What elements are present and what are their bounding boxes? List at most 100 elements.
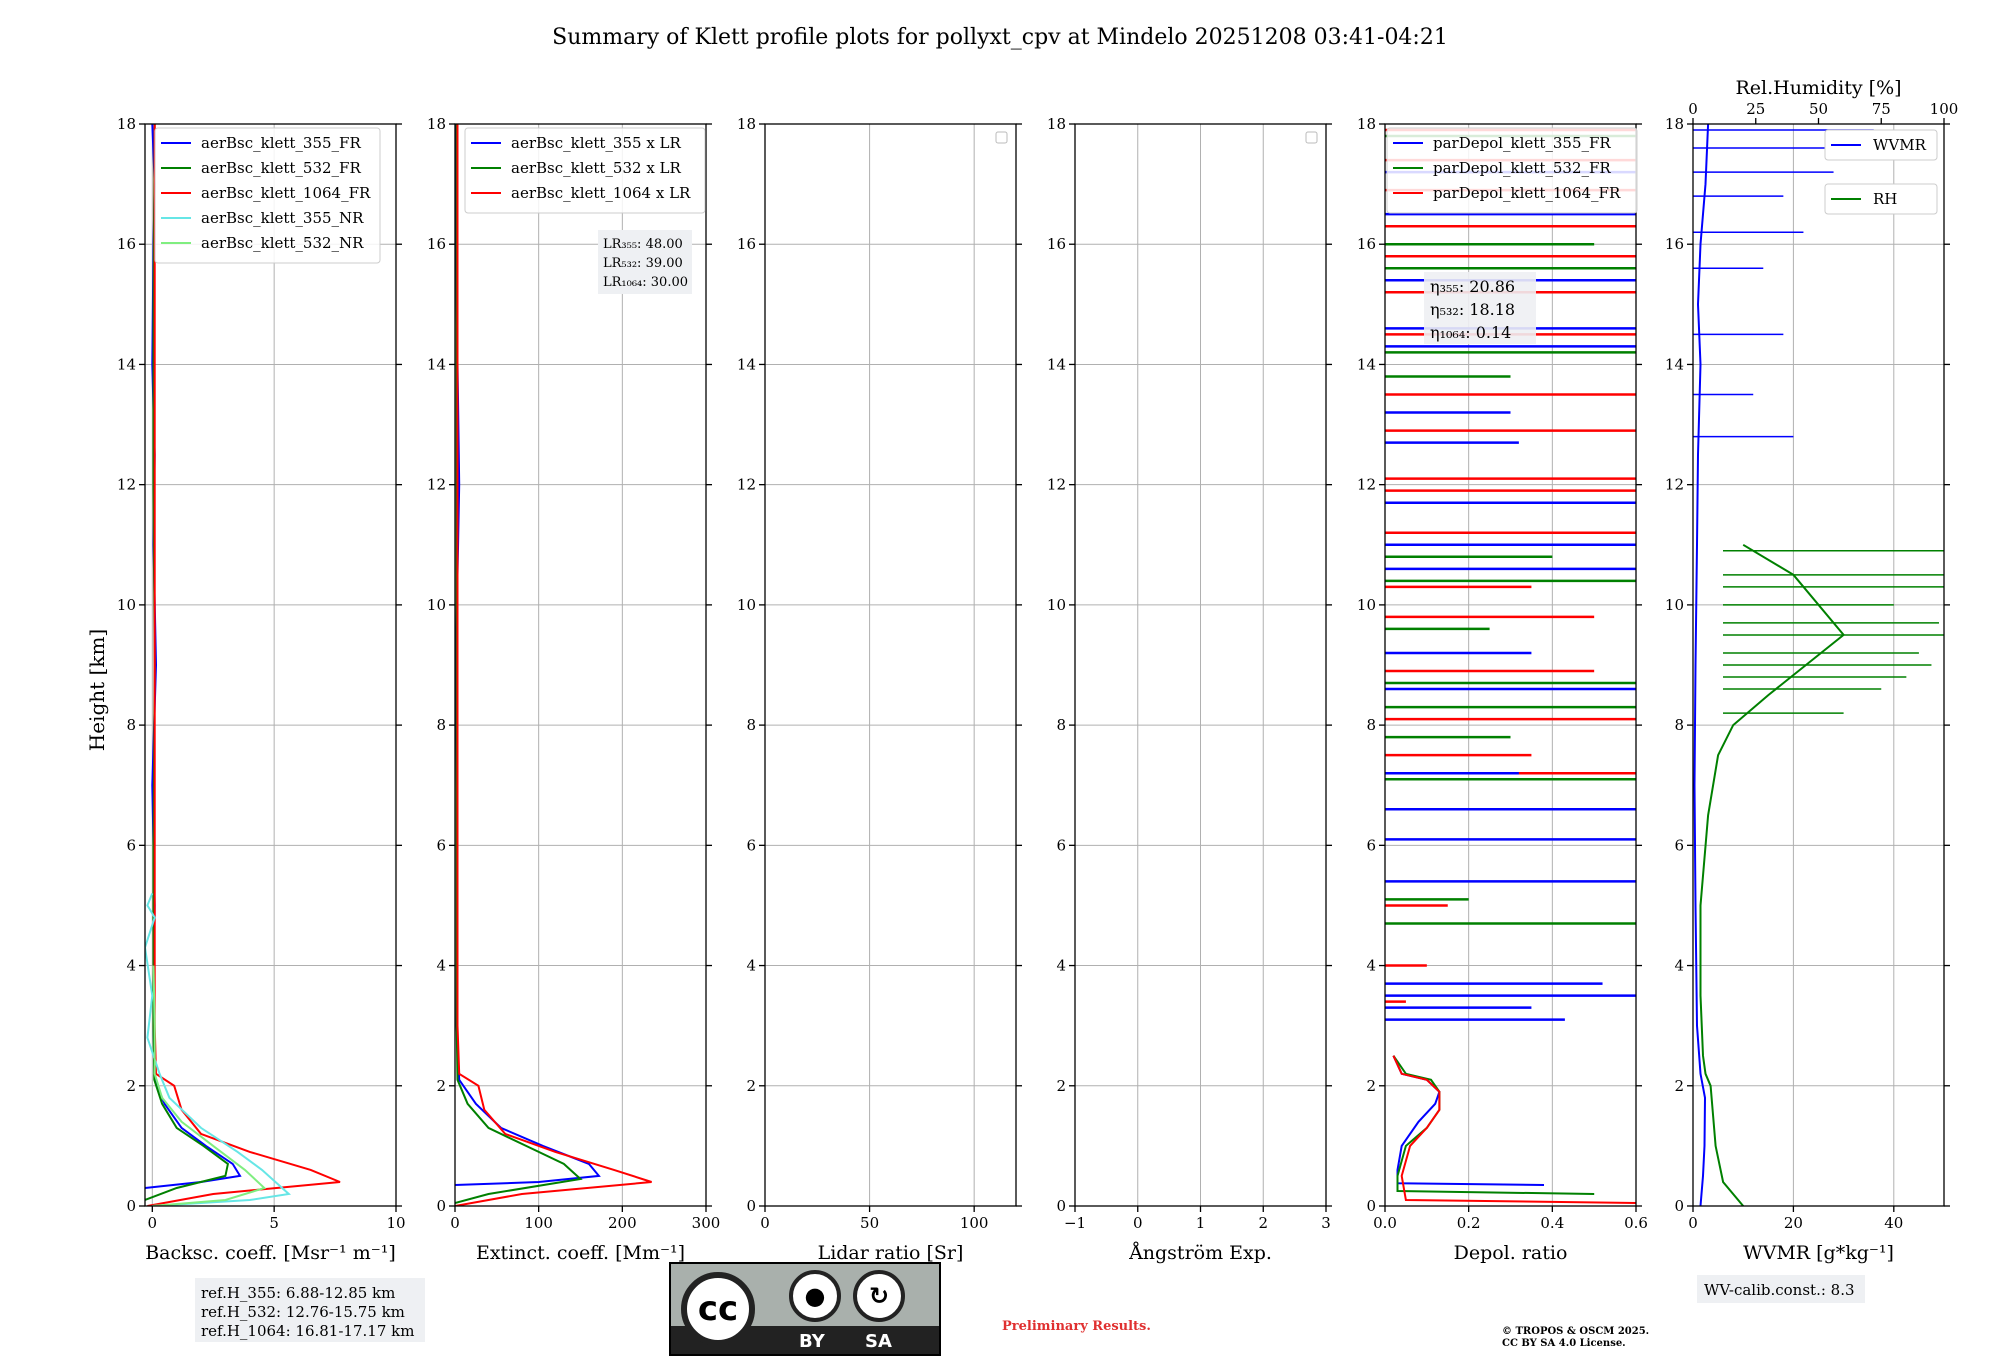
y-tick-label: 0 xyxy=(746,1197,756,1215)
x-axis-label: Ångström Exp. xyxy=(1128,1242,1272,1264)
top-x-tick-label: 100 xyxy=(1930,100,1959,118)
preliminary-label: Preliminary Results. xyxy=(1002,1319,1151,1334)
y-tick-label: 16 xyxy=(1665,235,1684,253)
series-parDepol_klett_1064_FR xyxy=(1392,1055,1636,1204)
y-tick-label: 10 xyxy=(1047,596,1066,614)
x-tick-label: 3 xyxy=(1321,1214,1331,1232)
x-axis-label: Depol. ratio xyxy=(1454,1242,1568,1264)
legend-label: parDepol_klett_532_FR xyxy=(1433,159,1611,177)
y-tick-label: 4 xyxy=(436,957,446,975)
y-axis-label: Height [km] xyxy=(85,629,109,751)
y-tick-label: 14 xyxy=(1047,355,1066,373)
y-tick-label: 4 xyxy=(126,957,136,975)
y-tick-label: 12 xyxy=(1665,476,1684,494)
legend-label: aerBsc_klett_355_NR xyxy=(201,209,364,227)
y-tick-label: 12 xyxy=(427,476,446,494)
angstrom-annotation-label: η₅₃₂: 18.18 xyxy=(1430,300,1515,319)
axes-frame xyxy=(454,123,707,1207)
y-tick-label: 10 xyxy=(1357,596,1376,614)
y-tick-label: 0 xyxy=(436,1197,446,1215)
lr-annotation-box xyxy=(598,230,692,294)
series-parDepol_klett_532_FR xyxy=(1392,1055,1595,1195)
x-tick-label: 0.6 xyxy=(1624,1214,1648,1232)
x-tick-label: −1 xyxy=(1064,1214,1086,1232)
x-tick-label: 200 xyxy=(608,1214,637,1232)
y-tick-label: 18 xyxy=(427,115,446,133)
panel-wvmr: 0 20 40 0 2 4 6 8 10 12 14 16 18 WVMR [g*kg⁻¹] 0 25 50 75… xyxy=(1665,77,1958,1264)
panel-extinction: 0 100 200 300 0 2 4 6 8 10 12 14 16 18 Extinct. coeff.… xyxy=(427,115,720,1264)
series-aerBsc_klett_1064_FR xyxy=(147,124,341,1206)
y-tick-label: 18 xyxy=(1665,115,1684,133)
x-axis-label: Extinct. coeff. [Mm⁻¹] xyxy=(476,1242,685,1264)
legend-label: parDepol_klett_355_FR xyxy=(1433,134,1611,152)
panel-depol: 0.0 0.2 0.4 0.6 0 2 4 6 8 10 12 14 16 18 Depol. ratio p… xyxy=(1357,115,1648,1264)
y-tick-label: 18 xyxy=(1047,115,1066,133)
empty-legend-box xyxy=(1305,131,1318,144)
y-tick-label: 4 xyxy=(746,957,756,975)
legend-label: aerBsc_klett_355 x LR xyxy=(511,134,682,152)
wv-calib-box: WV-calib.const.: 8.3 xyxy=(1697,1275,1865,1303)
series-RH xyxy=(1699,543,1846,1206)
y-tick-label: 12 xyxy=(737,476,756,494)
legend-label: aerBsc_klett_532_NR xyxy=(201,234,364,252)
x-tick-label: 0 xyxy=(148,1214,158,1232)
x-tick-label: 0 xyxy=(450,1214,460,1232)
legend-box xyxy=(1824,129,1938,161)
y-tick-label: 18 xyxy=(1357,115,1376,133)
y-tick-label: 0 xyxy=(1056,1197,1066,1215)
copyright-line-1: © TROPOS & OSCM 2025. xyxy=(1502,1326,1649,1337)
series-aerBsc_klett_532_NR xyxy=(152,965,267,1206)
y-tick-label: 2 xyxy=(1366,1077,1376,1095)
series-WVMR xyxy=(1693,124,1710,1206)
y-tick-label: 8 xyxy=(436,716,446,734)
lr-annotation-label: LR₃₅₅: 48.00 xyxy=(603,237,683,252)
x-tick-label: 40 xyxy=(1884,1214,1903,1232)
y-tick-label: 10 xyxy=(117,596,136,614)
legend-label: aerBsc_klett_1064 x LR xyxy=(511,184,691,202)
cc-logo-text: cc xyxy=(697,1289,739,1329)
person-attribution-icon: ● xyxy=(789,1270,841,1322)
y-tick-label: 10 xyxy=(1665,596,1684,614)
cc-license-badge: cc ● ↻ BY SA xyxy=(669,1262,941,1356)
y-tick-label: 6 xyxy=(126,836,136,854)
x-tick-label: 100 xyxy=(524,1214,553,1232)
share-alike-icon: ↻ xyxy=(853,1270,905,1322)
panel-lidar_ratio: 0 50 100 0 2 4 6 8 10 12 14 16 18 Lidar ratio [Sr] xyxy=(737,115,1022,1264)
legend-box xyxy=(1824,183,1938,215)
y-tick-label: 2 xyxy=(436,1077,446,1095)
y-tick-label: 12 xyxy=(1047,476,1066,494)
y-tick-label: 2 xyxy=(126,1077,136,1095)
y-tick-label: 4 xyxy=(1366,957,1376,975)
legend-box xyxy=(154,127,381,264)
y-tick-label: 8 xyxy=(126,716,136,734)
angstrom-annotation-label: η₁₀₆₄: 0.14 xyxy=(1430,323,1511,342)
empty-legend-box xyxy=(995,131,1008,144)
cc-by-label: BY xyxy=(799,1331,825,1352)
lr-annotation-label: LR₅₃₂: 39.00 xyxy=(603,256,683,271)
legend-label: WVMR xyxy=(1873,136,1927,154)
x-tick-label: 0.4 xyxy=(1540,1214,1564,1232)
y-tick-label: 12 xyxy=(1357,476,1376,494)
x-tick-label: 5 xyxy=(269,1214,279,1232)
lr-annotation-label: LR₁₀₆₄: 30.00 xyxy=(603,275,688,290)
series-aerBsc_klett_355 x LR xyxy=(455,124,601,1186)
angstrom-annotation-box xyxy=(1424,272,1536,344)
x-axis-label: Backsc. coeff. [Msr⁻¹ m⁻¹] xyxy=(145,1242,396,1264)
legend-box xyxy=(464,127,706,214)
x-tick-label: 0.2 xyxy=(1457,1214,1481,1232)
y-tick-label: 2 xyxy=(746,1077,756,1095)
y-tick-label: 8 xyxy=(746,716,756,734)
y-tick-label: 14 xyxy=(737,355,756,373)
top-x-tick-label: 25 xyxy=(1746,100,1765,118)
series-aerBsc_klett_355_NR xyxy=(145,893,292,1206)
x-tick-label: 2 xyxy=(1258,1214,1268,1232)
legend-label: aerBsc_klett_532 x LR xyxy=(511,159,682,177)
x-axis-label: Lidar ratio [Sr] xyxy=(818,1242,964,1264)
ref-height-355: ref.H_355: 6.88-12.85 km xyxy=(201,1284,395,1302)
cc-sa-label: SA xyxy=(865,1331,892,1352)
y-tick-label: 2 xyxy=(1056,1077,1066,1095)
legend-label: aerBsc_klett_532_FR xyxy=(201,159,361,177)
y-tick-label: 6 xyxy=(1674,836,1684,854)
